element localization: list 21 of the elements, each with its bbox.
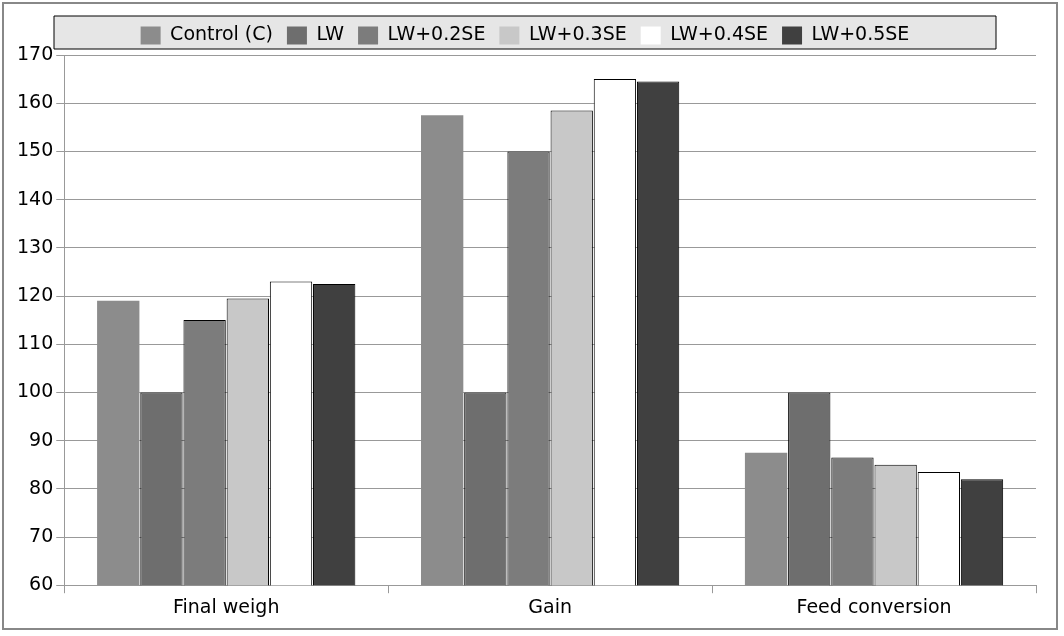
y-tick-label: 80 (29, 475, 54, 498)
y-tick-label: 120 (17, 282, 54, 305)
y-tick-label: 140 (17, 186, 54, 209)
x-tick-label: Feed conversion (796, 594, 952, 617)
legend-label: LW+0.4SE (670, 22, 769, 45)
y-tick-label: 70 (29, 523, 54, 546)
y-tick-label: 150 (17, 138, 54, 161)
legend-label: LW+0.5SE (811, 22, 910, 45)
y-tick-label: 130 (17, 234, 54, 257)
legend-label: LW+0.3SE (528, 22, 627, 45)
y-tick-label: 170 (17, 41, 54, 64)
y-tick-label: 100 (17, 379, 54, 402)
legend-label: LW+0.2SE (387, 22, 486, 45)
legend-label: LW (316, 22, 345, 45)
legend-label: Control (C) (170, 22, 273, 45)
y-tick-label: 90 (29, 427, 54, 450)
y-tick-label: 160 (17, 90, 54, 113)
y-tick-label: 60 (29, 572, 54, 595)
x-tick-label: Final weigh (172, 594, 280, 617)
y-tick-label: 110 (17, 331, 54, 354)
x-tick-label: Gain (528, 594, 572, 617)
